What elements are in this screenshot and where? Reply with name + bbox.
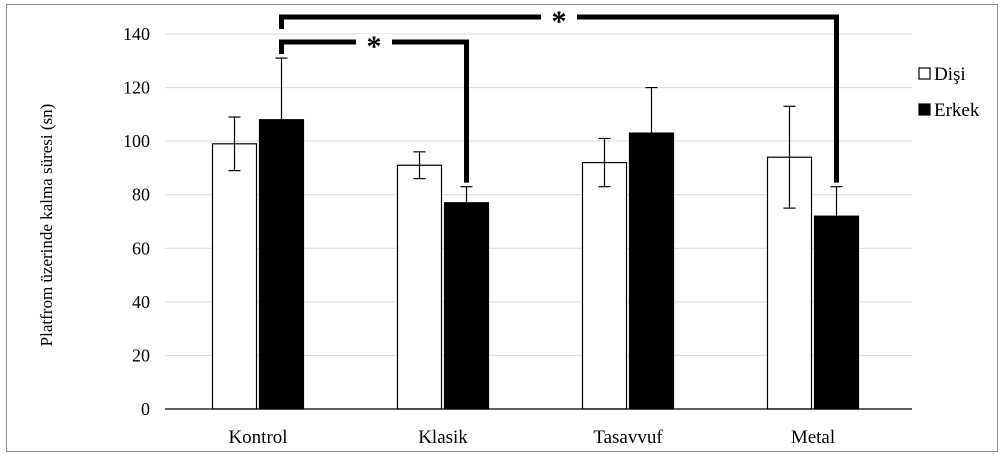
y-tick-label: 80 bbox=[132, 185, 150, 205]
bar bbox=[443, 202, 490, 410]
y-tick-labels: 0 20 40 60 80 100 120 140 bbox=[123, 24, 150, 419]
x-tick-label: Klasik bbox=[418, 427, 468, 448]
y-tick-label: 140 bbox=[123, 24, 150, 44]
significance-bracket bbox=[279, 39, 469, 183]
y-tick-label: 100 bbox=[123, 131, 150, 151]
x-tick-label: Tasavvuf bbox=[593, 427, 663, 448]
legend-swatch bbox=[918, 67, 931, 80]
significance-star: * bbox=[367, 30, 382, 63]
bar bbox=[211, 143, 258, 410]
bars bbox=[211, 119, 860, 410]
y-tick-label: 0 bbox=[141, 399, 150, 419]
y-tick-label: 20 bbox=[132, 345, 150, 365]
x-tick-labels: Kontrol Klasik Tasavvuf Metal bbox=[228, 427, 835, 448]
bar bbox=[581, 161, 628, 410]
y-axis-label: Platfrom üzerinde kalma süresi (sn) bbox=[37, 104, 56, 347]
significance-gap bbox=[541, 9, 577, 25]
bar bbox=[813, 215, 860, 410]
y-tick-label: 40 bbox=[132, 292, 150, 312]
significance-brackets: ** bbox=[279, 5, 839, 183]
x-tick-label: Kontrol bbox=[228, 427, 287, 448]
error-bars bbox=[228, 57, 843, 247]
significance-gap bbox=[356, 34, 392, 50]
legend-label: Erkek bbox=[934, 100, 980, 121]
legend: Dişi Erkek bbox=[918, 64, 980, 121]
x-tick-label: Metal bbox=[791, 427, 835, 448]
y-tick-label: 60 bbox=[132, 238, 150, 258]
significance-star: * bbox=[552, 5, 567, 38]
y-tick-label: 120 bbox=[123, 78, 150, 98]
bar bbox=[396, 164, 443, 410]
legend-label: Dişi bbox=[934, 64, 966, 85]
legend-swatch bbox=[918, 103, 931, 116]
